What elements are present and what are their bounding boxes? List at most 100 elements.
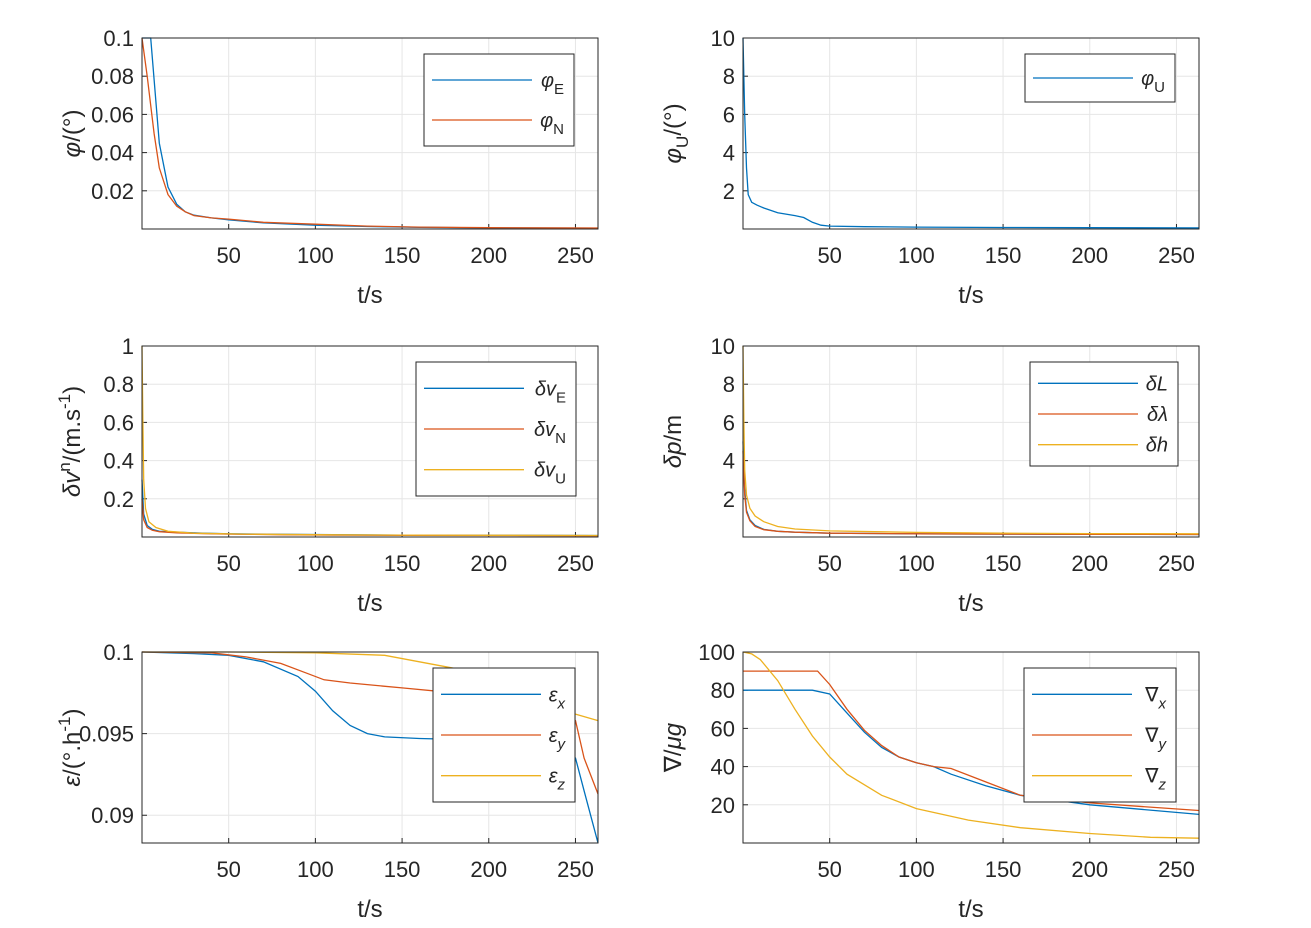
chart-phiEN: 50 100 150 200 250 0.02 0.04 0.06 0.08 0.1 t/s φ/(°… — [59, 26, 599, 309]
y-tick-label: 0.6 — [103, 410, 134, 435]
y-tick-label: 0.2 — [103, 487, 134, 512]
y-tick-label: 20 — [711, 793, 735, 818]
legend-label: εy — [549, 725, 567, 753]
x-tick-label: 100 — [297, 551, 334, 576]
x-tick-label: 100 — [898, 243, 935, 268]
legend-label: εx — [549, 684, 566, 712]
x-tick-label: 250 — [1158, 551, 1195, 576]
y-tick-label: 8 — [723, 372, 735, 397]
x-tick-label: 200 — [470, 551, 507, 576]
legend: δvE δvN δvU — [415, 361, 577, 497]
legend-label: φE — [541, 70, 564, 98]
x-tick-label: 200 — [470, 857, 507, 882]
x-tick-label: 150 — [384, 857, 421, 882]
y-tick-label: 0.09 — [91, 803, 134, 828]
x-tick-label: 100 — [898, 551, 935, 576]
y-axis-label: φ/(°) — [59, 110, 86, 158]
legend-label: δh — [1146, 435, 1168, 457]
legend-label: φU — [1141, 68, 1165, 96]
x-tick-label: 50 — [817, 857, 841, 882]
y-tick-label: 4 — [723, 141, 735, 166]
legend-label: δL — [1146, 373, 1168, 395]
x-axis-label: t/s — [958, 590, 983, 617]
x-tick-label: 250 — [1158, 857, 1195, 882]
series-line-0 — [742, 37, 1200, 229]
x-tick-label: 100 — [297, 243, 334, 268]
y-axis-label: δp/m — [660, 415, 687, 468]
x-axis-label: t/s — [357, 896, 382, 923]
y-tick-label: 6 — [723, 410, 735, 435]
x-axis-label: t/s — [357, 282, 382, 309]
series-line-2 — [742, 345, 1200, 535]
y-tick-label: 0.06 — [91, 102, 134, 127]
x-tick-label: 200 — [1071, 551, 1108, 576]
axes-box — [742, 37, 1200, 230]
series-line-1 — [742, 451, 1200, 536]
legend-label: ∇x — [1144, 684, 1166, 712]
legend-label: δvU — [534, 460, 566, 488]
y-axis-label: φU/(°) — [660, 103, 692, 163]
y-tick-label: 0.1 — [103, 26, 134, 51]
x-tick-label: 50 — [817, 551, 841, 576]
y-tick-label: 80 — [711, 678, 735, 703]
legend-label: δvE — [535, 378, 566, 406]
chart-dp: 50 100 150 200 250 2 4 6 8 10 t/s δp/m δL δλ δh — [660, 334, 1200, 617]
y-tick-label: 10 — [711, 334, 735, 359]
legend: ∇x ∇y ∇z — [1023, 667, 1177, 803]
y-tick-label: 0.095 — [79, 722, 134, 747]
legend-label: φN — [540, 110, 564, 138]
y-tick-label: 100 — [698, 640, 735, 665]
y-tick-label: 10 — [711, 26, 735, 51]
x-tick-label: 250 — [1158, 243, 1195, 268]
legend-label: ∇y — [1144, 725, 1167, 753]
legend: φU — [1024, 53, 1176, 103]
series-line-1 — [743, 670, 1200, 812]
x-tick-label: 200 — [1071, 857, 1108, 882]
x-axis-label: t/s — [958, 282, 983, 309]
chart-eps: 50 100 150 200 250 0.09 0.095 0.1 t/s ε/(°.h-1) εx… — [55, 640, 599, 923]
x-axis-label: t/s — [958, 896, 983, 923]
x-tick-label: 50 — [817, 243, 841, 268]
axes-box — [141, 651, 599, 844]
x-tick-label: 200 — [470, 243, 507, 268]
y-axis-label: ∇/μg — [660, 722, 687, 773]
x-tick-label: 150 — [384, 551, 421, 576]
y-tick-label: 2 — [723, 179, 735, 204]
y-axis-label: ε/(°.h-1) — [55, 709, 86, 787]
legend: δL δλ δh — [1029, 361, 1179, 467]
chart-phiU: 50 100 150 200 250 2 4 6 8 10 t/s φU/(°) φU — [660, 26, 1200, 309]
x-tick-label: 150 — [985, 551, 1022, 576]
axes-box — [742, 345, 1200, 538]
x-tick-label: 50 — [216, 243, 240, 268]
legend-label: δλ — [1147, 404, 1168, 426]
legend: εx εy εz — [432, 667, 576, 803]
series-line-2 — [141, 345, 599, 537]
y-tick-label: 6 — [723, 102, 735, 127]
y-tick-label: 8 — [723, 64, 735, 89]
y-tick-label: 2 — [723, 487, 735, 512]
legend: φE φN — [423, 53, 575, 147]
axes-box — [141, 37, 599, 230]
y-tick-label: 0.04 — [91, 141, 134, 166]
x-tick-label: 100 — [898, 857, 935, 882]
x-tick-label: 100 — [297, 857, 334, 882]
x-tick-label: 250 — [557, 857, 594, 882]
y-axis-label: δvn/(m.s-1) — [55, 386, 86, 497]
legend-label: δvN — [534, 419, 566, 447]
y-tick-label: 4 — [723, 449, 735, 474]
legend-box — [423, 53, 575, 147]
x-tick-label: 200 — [1071, 243, 1108, 268]
y-tick-label: 0.1 — [103, 640, 134, 665]
x-tick-label: 150 — [384, 243, 421, 268]
x-axis-label: t/s — [357, 590, 382, 617]
x-tick-label: 250 — [557, 551, 594, 576]
chart-nabla: 50 100 150 200 250 20 40 60 80 100 t/s ∇/μg ∇x ∇y ∇z — [660, 640, 1200, 923]
y-tick-label: 0.4 — [103, 449, 134, 474]
y-tick-label: 0.02 — [91, 179, 134, 204]
x-tick-label: 250 — [557, 243, 594, 268]
y-tick-label: 1 — [122, 334, 134, 359]
y-tick-label: 0.08 — [91, 64, 134, 89]
x-tick-label: 50 — [216, 857, 240, 882]
legend-label: ∇z — [1144, 766, 1166, 794]
